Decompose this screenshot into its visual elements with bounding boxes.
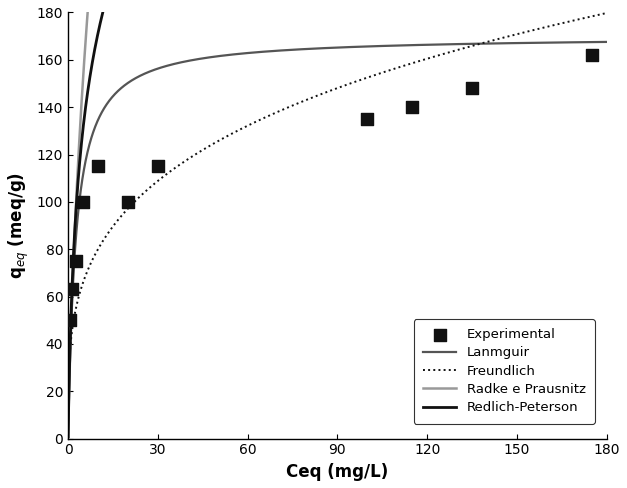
Experimental xyxy=(467,84,477,92)
Radke e Prausnitz xyxy=(65,434,72,440)
Legend: Experimental, Lanmguir, Freundlich, Radke e Prausnitz, Redlich-Peterson: Experimental, Lanmguir, Freundlich, Radk… xyxy=(414,319,595,424)
Experimental xyxy=(123,198,133,206)
Lanmguir xyxy=(92,123,99,129)
Experimental xyxy=(408,103,418,111)
Experimental xyxy=(587,51,597,59)
Experimental xyxy=(70,257,80,265)
Experimental xyxy=(153,163,163,170)
Lanmguir xyxy=(326,45,334,51)
X-axis label: Ceq (mg/L): Ceq (mg/L) xyxy=(287,463,389,481)
Lanmguir xyxy=(312,45,320,51)
Freundlich xyxy=(326,88,334,94)
Lanmguir xyxy=(603,39,611,45)
Redlich-Peterson xyxy=(92,42,99,48)
Lanmguir xyxy=(65,434,72,440)
Lanmguir xyxy=(587,39,594,45)
Freundlich xyxy=(92,251,99,257)
Lanmguir xyxy=(587,39,595,45)
Experimental xyxy=(65,316,75,324)
Freundlich xyxy=(587,14,594,20)
Freundlich xyxy=(587,14,595,20)
Freundlich xyxy=(603,10,611,16)
Line: Freundlich: Freundlich xyxy=(68,13,607,411)
Redlich-Peterson xyxy=(65,434,72,440)
Line: Lanmguir: Lanmguir xyxy=(68,42,607,437)
Y-axis label: q$_{eq}$ (meq/g): q$_{eq}$ (meq/g) xyxy=(7,172,31,279)
Freundlich xyxy=(488,38,496,43)
Lanmguir xyxy=(488,41,496,46)
Freundlich xyxy=(312,93,320,99)
Experimental xyxy=(93,163,103,170)
Experimental xyxy=(66,285,76,293)
Freundlich xyxy=(65,408,72,414)
Experimental xyxy=(78,198,88,206)
Line: Radke e Prausnitz: Radke e Prausnitz xyxy=(68,0,607,437)
Experimental xyxy=(362,115,372,123)
Line: Redlich-Peterson: Redlich-Peterson xyxy=(68,0,607,437)
